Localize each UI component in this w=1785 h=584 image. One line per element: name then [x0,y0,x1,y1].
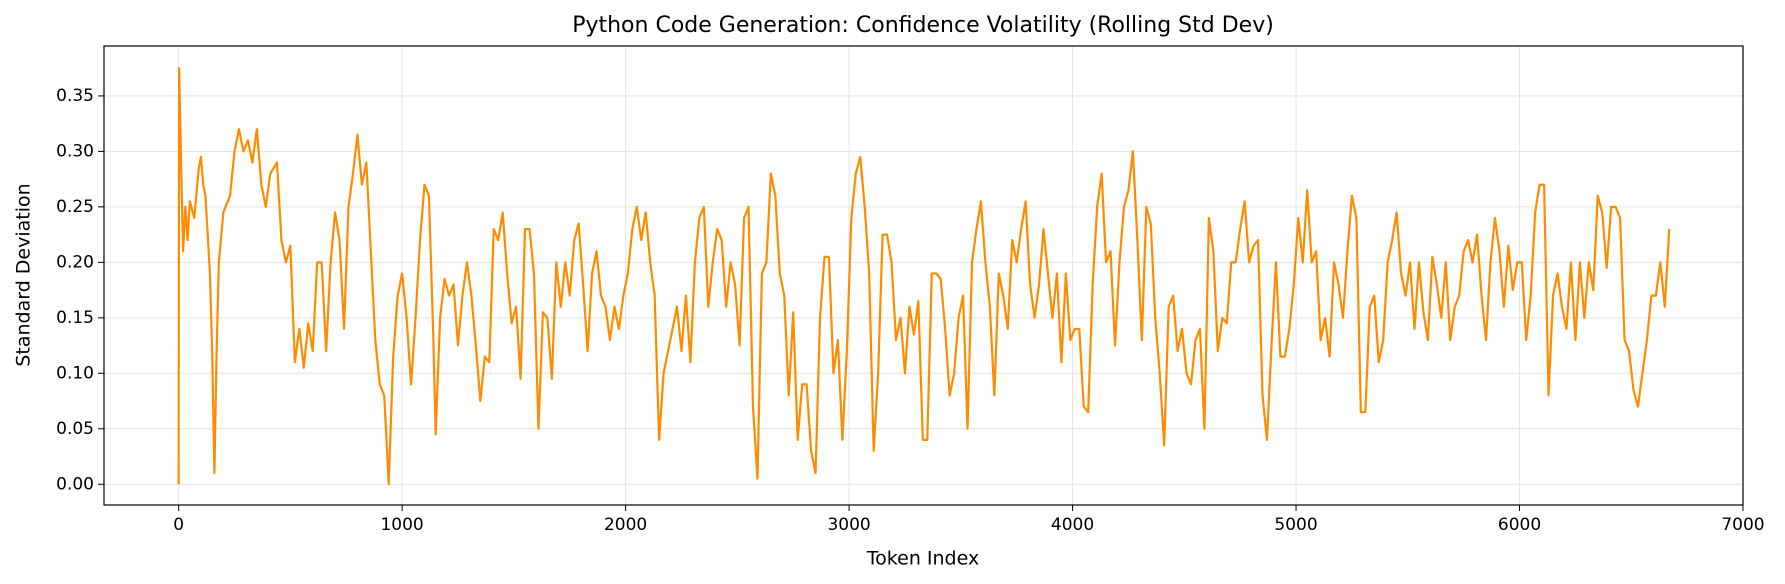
x-tick-label: 2000 [604,515,647,535]
data-line [177,67,1671,486]
y-tick-label: 0.15 [56,308,94,328]
y-tick-label: 0.10 [56,363,94,383]
y-tick-label: 0.30 [56,141,94,161]
chart-title: Python Code Generation: Confidence Volat… [572,13,1274,38]
y-tick-label: 0.00 [56,474,94,494]
y-tick-label: 0.35 [56,86,94,106]
x-tick-label: 7000 [1721,515,1764,535]
plot-frame [103,45,1744,506]
grid [104,46,1744,505]
y-axis-label: Standard Deviation [13,183,35,366]
y-tick-label: 0.25 [56,197,94,217]
x-tick-label: 1000 [380,515,423,535]
x-tick-label: 6000 [1498,515,1541,535]
x-tick-label: 3000 [827,515,870,535]
x-tick-label: 0 [173,515,184,535]
x-tick-label: 5000 [1274,515,1317,535]
x-axis-label: Token Index [866,548,979,570]
y-tick-label: 0.05 [56,419,94,439]
y-tick-label: 0.20 [56,252,94,272]
x-tick-label: 4000 [1051,515,1094,535]
